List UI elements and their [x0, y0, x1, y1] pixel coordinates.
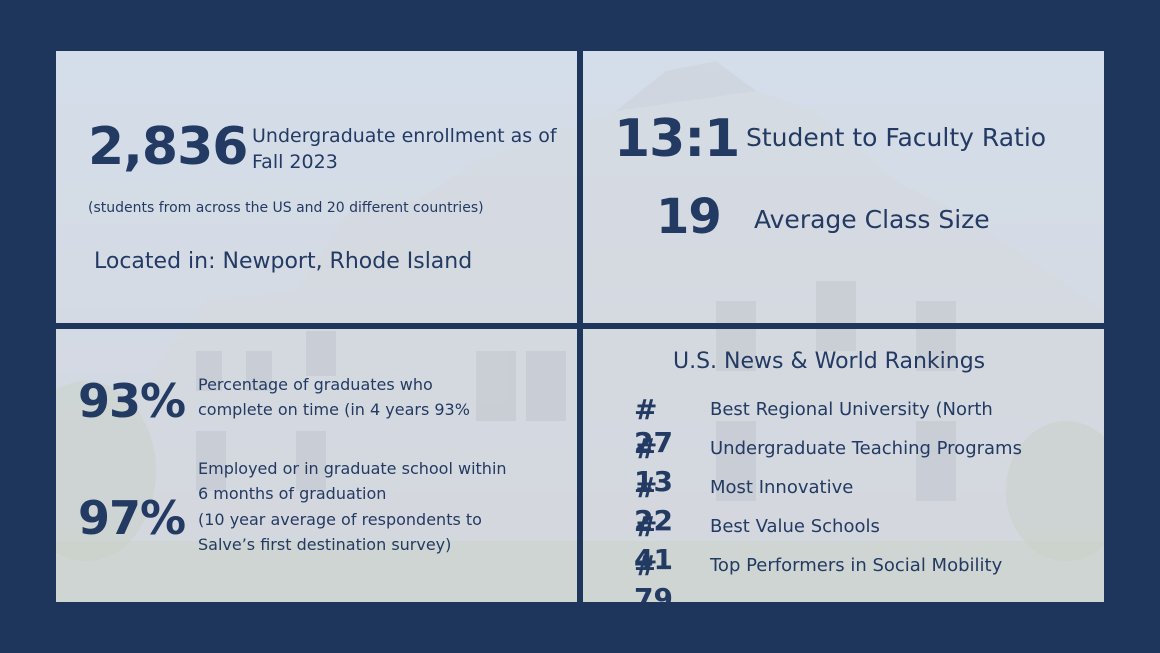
- location-text: Located in: Newport, Rhode Island: [94, 249, 473, 274]
- graduation-text-line2: complete on time (in 4 years 93%: [198, 400, 470, 419]
- ratio-number: 13:1: [614, 109, 740, 169]
- class-size-text: Average Class Size: [754, 205, 990, 234]
- employed-text-line1: Employed or in graduate school within: [198, 459, 507, 478]
- enrollment-number: 2,836: [88, 117, 248, 177]
- rankings-heading: U.S. News & World Rankings: [673, 349, 986, 374]
- rank-number: # 22: [634, 471, 673, 537]
- students-note: (students from across the US and 20 diff…: [88, 200, 484, 216]
- employed-text-line4: Salve’s first destination survey): [198, 535, 452, 554]
- rank-label: Most Innovative: [710, 477, 854, 498]
- horizontal-divider: [56, 323, 1104, 329]
- employed-text-line2: 6 months of graduation: [198, 484, 387, 503]
- graduation-text-line1: Percentage of graduates who: [198, 375, 433, 394]
- rank-number: # 79: [634, 549, 673, 602]
- ratio-text: Student to Faculty Ratio: [746, 123, 1047, 152]
- enrollment-text: Undergraduate enrollment as of Fall 2023: [252, 125, 557, 173]
- graduation-number: 93%: [78, 374, 186, 428]
- rank-label: Top Performers in Social Mobility: [710, 555, 1003, 576]
- rank-label: Undergraduate Teaching Programs: [710, 438, 1022, 459]
- rank-number: # 27: [634, 393, 673, 459]
- slide: 2,836 Undergraduate enrollment as of Fal…: [56, 51, 1104, 602]
- rank-number: # 13: [634, 432, 673, 498]
- rank-number: # 41: [634, 510, 673, 576]
- rank-label: Best Value Schools: [710, 516, 880, 537]
- rank-label: Best Regional University (North: [710, 399, 993, 420]
- employed-text-line3: (10 year average of respondents to: [198, 510, 482, 529]
- class-size-number: 19: [656, 189, 722, 245]
- employed-number: 97%: [78, 491, 186, 545]
